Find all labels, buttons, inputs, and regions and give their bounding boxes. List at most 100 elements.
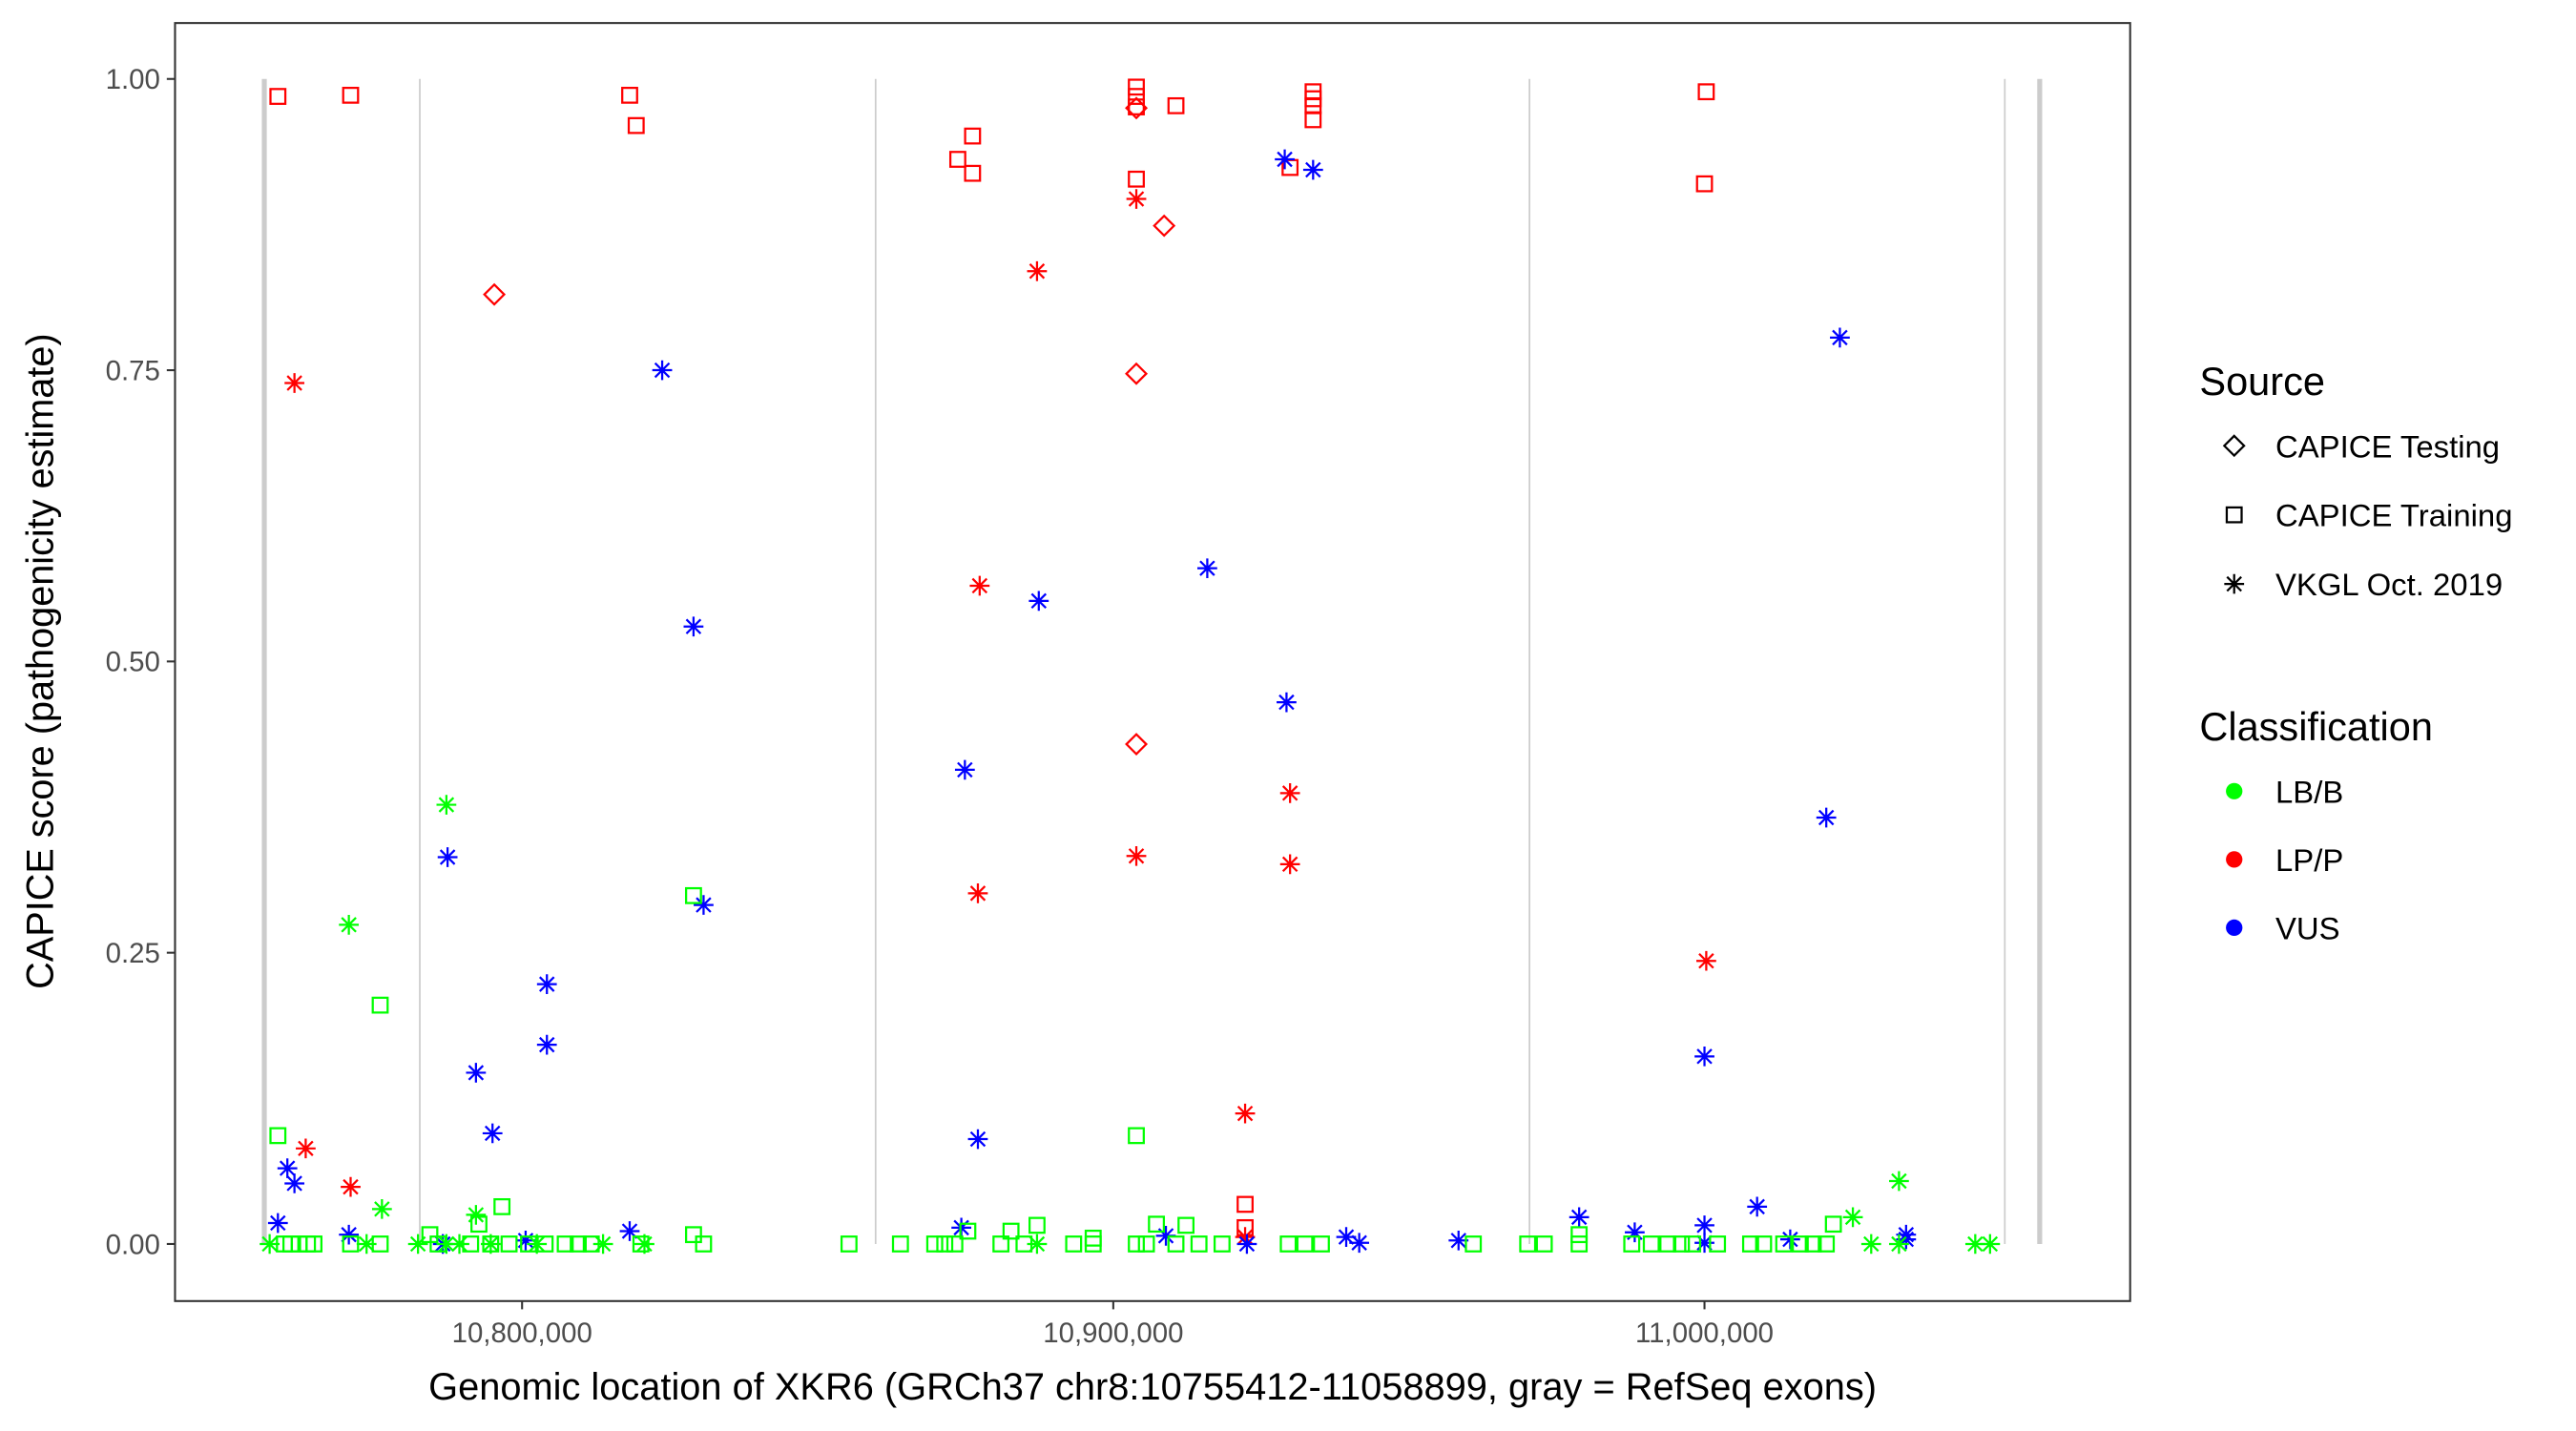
data-point: [1336, 1227, 1357, 1247]
data-point: [1125, 733, 1149, 756]
data-point: [1792, 1235, 1809, 1253]
data-point: [1659, 1235, 1677, 1253]
data-point: [267, 1213, 288, 1234]
data-point: [556, 1235, 574, 1253]
legend-source-title: Source: [2199, 359, 2325, 404]
data-point: [493, 1197, 511, 1215]
x-tick-label: 10,900,000: [1043, 1317, 1183, 1349]
data-point: [627, 116, 645, 135]
data-point: [1697, 83, 1715, 101]
data-point: [482, 1235, 500, 1253]
data-point: [1167, 1235, 1185, 1253]
data-point: [964, 127, 982, 145]
y-tick-label: 0.25: [106, 938, 160, 969]
data-point: [1349, 1233, 1370, 1254]
data-point: [1296, 1235, 1314, 1253]
data-point: [1964, 1234, 1985, 1255]
data-point: [284, 1173, 305, 1193]
data-point: [1028, 1216, 1046, 1234]
data-point: [621, 86, 638, 104]
x-tick-label: 11,000,000: [1635, 1317, 1774, 1349]
data-point: [570, 1235, 587, 1253]
data-point: [1830, 327, 1850, 348]
data-point: [470, 1215, 488, 1234]
data-point: [1197, 558, 1217, 579]
data-point: [1816, 807, 1837, 828]
data-point: [1279, 854, 1300, 875]
x-tick-label: 10,800,000: [452, 1317, 592, 1349]
data-point: [1896, 1229, 1917, 1250]
data-point: [536, 1034, 557, 1055]
data-point: [1842, 1207, 1863, 1228]
data-point: [269, 1127, 287, 1145]
data-point: [694, 895, 714, 915]
legend: Source Classification CAPICE Testing CAPI…: [2199, 359, 2512, 946]
data-point: [592, 1234, 613, 1255]
x-axis: 10,800,000 10,900,000 11,000,000: [452, 1300, 1774, 1349]
y-tick-label: 1.00: [106, 64, 160, 95]
data-point: [339, 1224, 360, 1245]
data-point: [371, 1235, 389, 1253]
data-point: [840, 1235, 858, 1253]
data-point: [466, 1063, 487, 1083]
data-point: [1190, 1235, 1208, 1253]
data-point: [1155, 1226, 1176, 1246]
data-point: [520, 1235, 537, 1253]
data-point: [1755, 1235, 1773, 1253]
data-point: [1065, 1235, 1083, 1253]
data-point: [1084, 1235, 1102, 1253]
data-point: [1684, 1235, 1702, 1253]
data-point: [969, 575, 990, 596]
data-point: [1177, 1216, 1195, 1234]
data-point: [634, 1234, 654, 1255]
data-point: [936, 1235, 954, 1253]
data-point: [1535, 1235, 1553, 1253]
data-point: [305, 1235, 322, 1253]
data-point: [1148, 1215, 1166, 1234]
data-point: [1860, 1234, 1881, 1255]
data-point: [1153, 214, 1176, 238]
data-point: [1128, 1127, 1145, 1145]
y-tick-label: 0.00: [106, 1229, 160, 1260]
data-point: [1279, 783, 1300, 803]
data-point: [1128, 78, 1145, 96]
data-point: [925, 1235, 944, 1253]
data-point: [1980, 1234, 2001, 1255]
data-point: [1277, 692, 1297, 713]
data-point: [341, 1176, 361, 1197]
data-point: [1128, 170, 1145, 188]
data-point: [1775, 1235, 1793, 1253]
legend-class-label: VUS: [2275, 911, 2340, 946]
data-point: [1695, 175, 1714, 193]
data-point: [1570, 1235, 1589, 1253]
data-point: [948, 151, 966, 168]
exon-lines: [261, 78, 2043, 1244]
data-point: [1128, 88, 1145, 105]
data-point: [1279, 1235, 1298, 1253]
legend-class-label: LB/B: [2275, 774, 2343, 809]
data-point: [945, 1235, 964, 1253]
data-point: [1889, 1234, 1909, 1255]
data-point: [1694, 1233, 1714, 1254]
data-point: [1313, 1235, 1330, 1253]
data-point: [1694, 1215, 1714, 1235]
data-point: [959, 1222, 977, 1240]
data-point: [515, 1230, 536, 1251]
data-point: [1804, 1235, 1822, 1253]
data-point: [1236, 1195, 1254, 1213]
data-point: [1672, 1235, 1691, 1253]
data-point: [356, 1234, 377, 1255]
data-point: [371, 1198, 392, 1219]
data-point: [1137, 1235, 1155, 1253]
data-point: [482, 1123, 503, 1144]
data-point: [449, 1234, 469, 1255]
data-point: [1125, 362, 1149, 385]
data-point: [1002, 1222, 1020, 1240]
data-point: [371, 996, 389, 1014]
data-point: [462, 1235, 480, 1253]
data-point: [1741, 1235, 1759, 1253]
data-point: [1235, 1103, 1256, 1124]
data-point: [437, 847, 458, 867]
